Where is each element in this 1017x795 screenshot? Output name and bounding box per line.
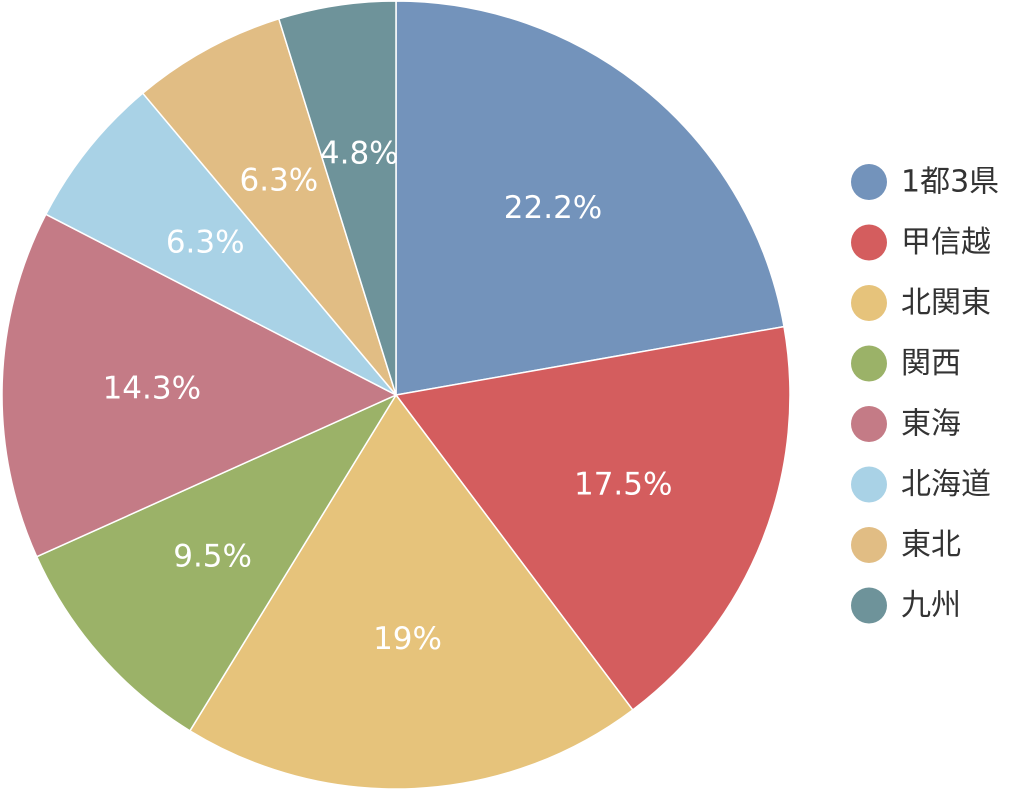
legend-item-1: 1都3県 bbox=[851, 164, 999, 200]
pie-value-label-3: 19% bbox=[373, 621, 442, 657]
legend-swatch-4 bbox=[851, 345, 887, 382]
legend-label-4: 関西 bbox=[901, 346, 961, 381]
legend-label-8: 九州 bbox=[901, 588, 961, 623]
pie-value-label-8: 4.8% bbox=[320, 135, 399, 171]
legend-item-6: 北海道 bbox=[851, 466, 991, 503]
pie-value-label-1: 22.2% bbox=[504, 190, 602, 226]
legend-swatch-1 bbox=[851, 164, 887, 200]
legend-item-5: 東海 bbox=[851, 406, 961, 442]
pie-slice-5 bbox=[1, 213, 397, 558]
legend-label-3: 北関東 bbox=[901, 286, 991, 321]
legend-label-5: 東海 bbox=[901, 407, 961, 442]
legend-item-2: 甲信越 bbox=[851, 224, 991, 261]
legend-swatch-2 bbox=[851, 224, 887, 261]
legend-swatch-3 bbox=[851, 285, 887, 321]
pie-slice-3 bbox=[189, 394, 634, 790]
legend-swatch-6 bbox=[851, 466, 887, 503]
pie-value-label-2: 17.5% bbox=[574, 467, 672, 503]
pie-value-labels: 22.2%17.5%19%9.5%14.3%6.3%6.3%4.8% bbox=[103, 135, 673, 657]
pie-slice-8 bbox=[278, 0, 397, 396]
pie-slices bbox=[1, 0, 791, 790]
pie-slice-6 bbox=[45, 92, 397, 396]
pie-value-label-6: 6.3% bbox=[166, 224, 245, 260]
legend-item-3: 北関東 bbox=[851, 285, 991, 321]
legend-swatch-8 bbox=[851, 587, 887, 624]
legend-label-1: 1都3県 bbox=[901, 165, 999, 200]
pie-slice-4 bbox=[35, 394, 397, 732]
pie-value-label-4: 9.5% bbox=[173, 538, 252, 574]
pie-slice-1 bbox=[395, 0, 785, 396]
legend-label-6: 北海道 bbox=[901, 467, 991, 502]
pie-slice-2 bbox=[395, 325, 791, 711]
legend-label-7: 東北 bbox=[901, 528, 961, 563]
legend-item-7: 東北 bbox=[851, 527, 961, 563]
legend-item-8: 九州 bbox=[851, 587, 961, 624]
pie-slice-7 bbox=[141, 18, 397, 396]
legend-swatch-7 bbox=[851, 527, 887, 563]
pie-value-label-7: 6.3% bbox=[240, 163, 319, 199]
pie-value-label-5: 14.3% bbox=[103, 370, 201, 406]
legend-label-2: 甲信越 bbox=[901, 225, 991, 260]
legend-item-4: 関西 bbox=[851, 345, 961, 382]
legend-swatch-5 bbox=[851, 406, 887, 442]
